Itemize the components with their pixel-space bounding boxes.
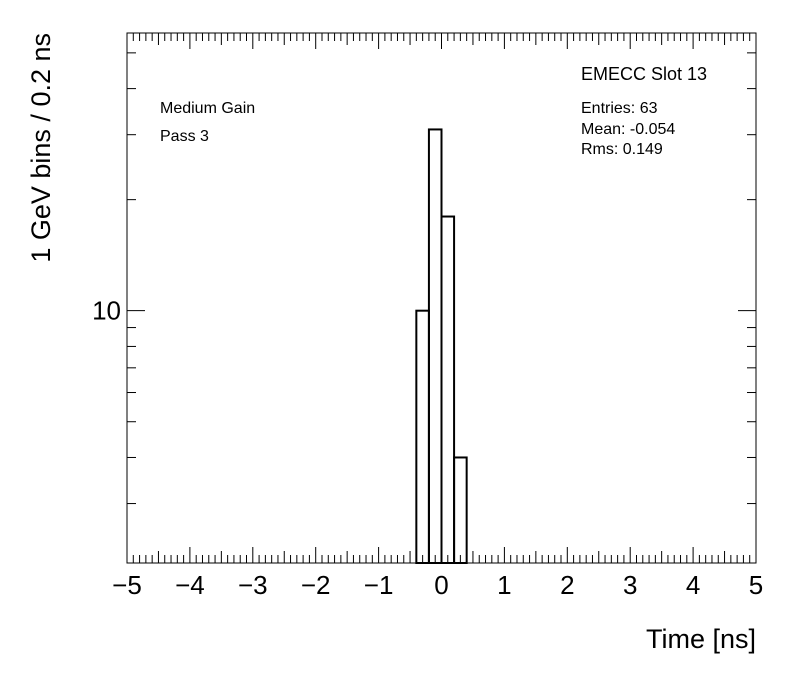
x-tick-label: 5: [749, 570, 763, 600]
stat: Rms: 0.149: [581, 141, 663, 158]
histogram-bar: [440, 215, 456, 565]
y-tick-label: 10: [92, 296, 121, 326]
annotation: Pass 3: [160, 128, 209, 145]
x-tick-label: −2: [301, 570, 331, 600]
x-tick-label: 3: [623, 570, 637, 600]
y-axis-label: 1 GeV bins / 0.2 ns: [26, 33, 56, 263]
x-tick-label: 0: [434, 570, 448, 600]
x-axis-label: Time [ns]: [646, 624, 756, 654]
x-tick-label: −4: [175, 570, 205, 600]
chart-title: EMECC Slot 13: [581, 64, 707, 84]
x-tick-label: −1: [364, 570, 394, 600]
histogram-bar: [453, 456, 468, 564]
x-tick-label: 2: [560, 570, 574, 600]
stat: Entries: 63: [581, 100, 658, 117]
x-tick-label: −3: [238, 570, 268, 600]
histogram-bar: [415, 309, 430, 564]
x-tick-label: −5: [112, 570, 142, 600]
x-tick-label: 1: [497, 570, 511, 600]
annotation: Medium Gain: [160, 100, 255, 117]
x-tick-label: 4: [686, 570, 700, 600]
stat: Mean: -0.054: [581, 121, 675, 138]
histogram-bar: [427, 128, 443, 564]
